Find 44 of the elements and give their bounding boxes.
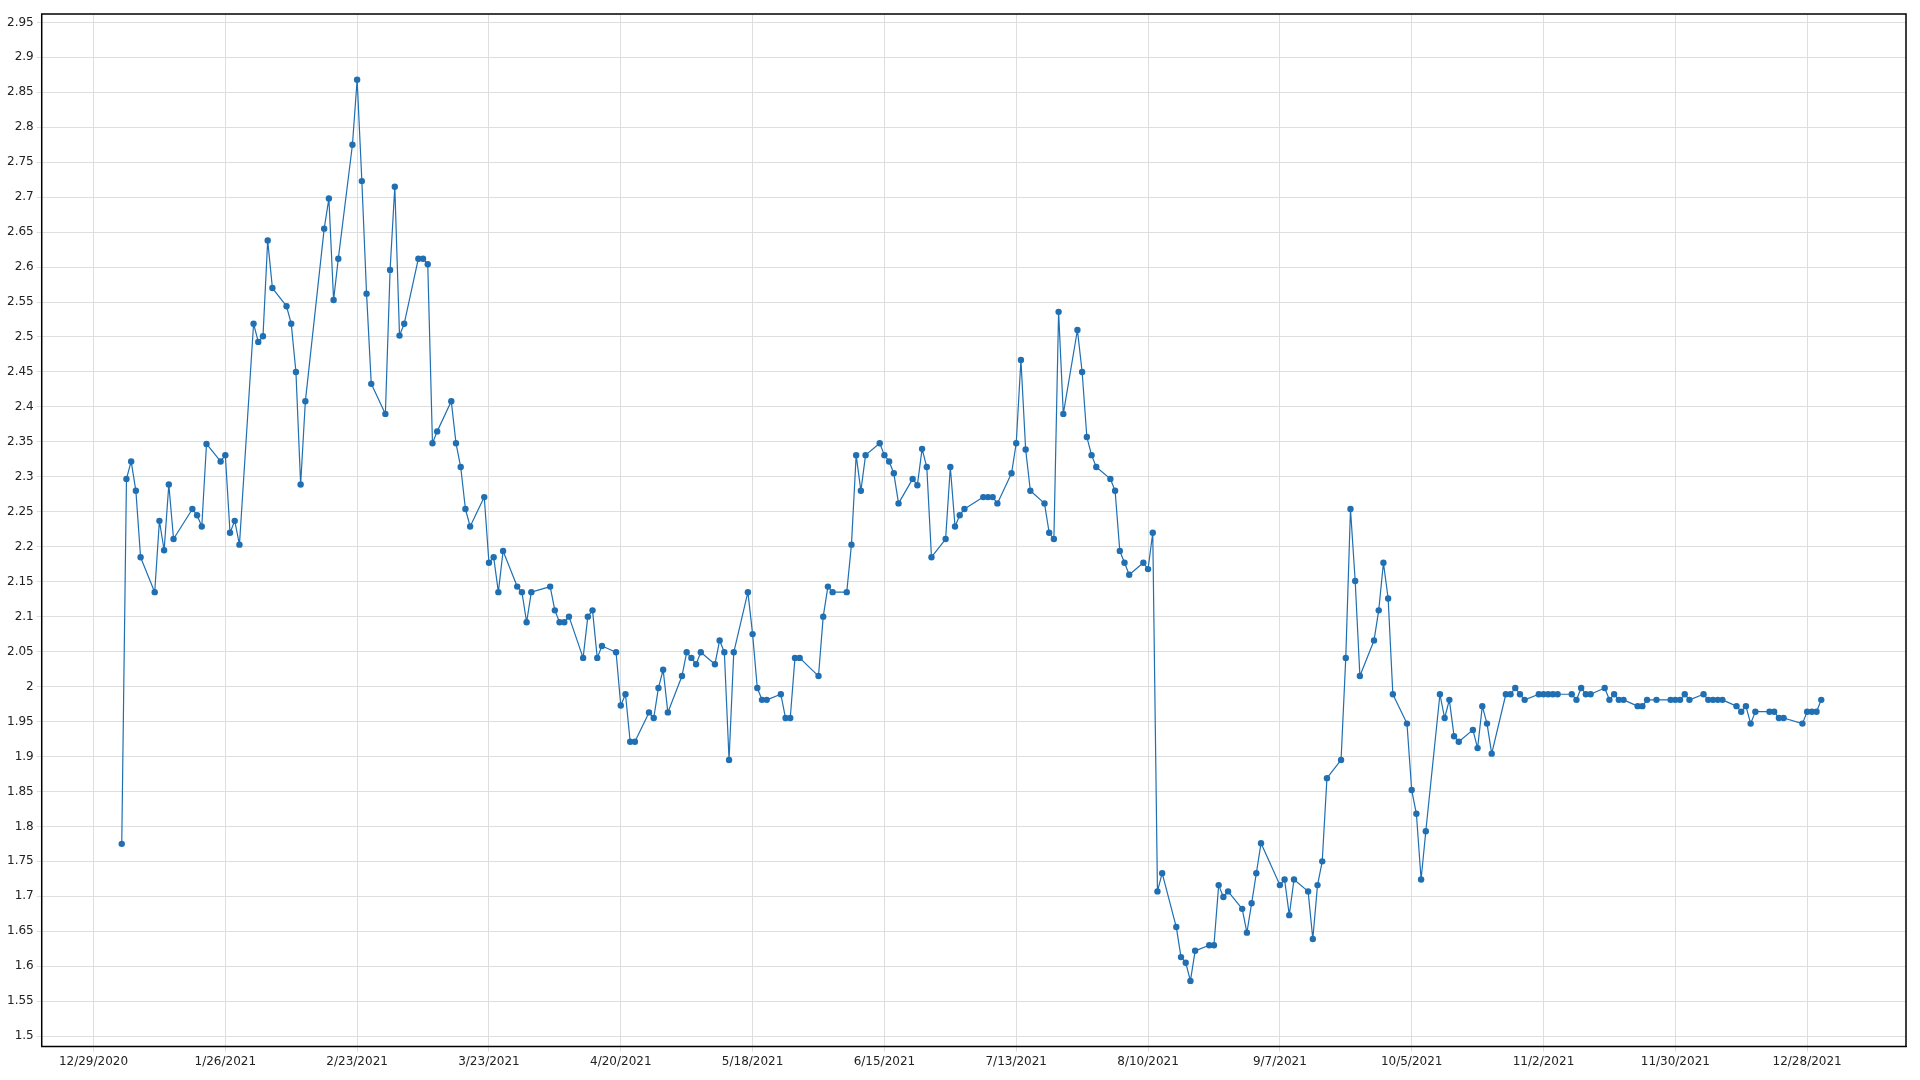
y-tick-label: 2.9 (14, 49, 34, 64)
x-tick-label: 1/26/2021 (194, 1053, 257, 1068)
y-tick-label: 1.5 (14, 1028, 34, 1043)
x-tick-label: 6/15/2021 (853, 1053, 916, 1068)
y-tick-label: 2.85 (7, 84, 34, 99)
y-tick-label: 2.7 (14, 189, 34, 204)
x-tick-label: 7/13/2021 (985, 1053, 1047, 1068)
y-tick-label: 2.55 (7, 294, 34, 309)
y-tick-label: 1.65 (7, 923, 34, 938)
y-tick-label: 2.25 (7, 503, 34, 518)
y-tick-label: 2.6 (14, 259, 34, 274)
y-tick-label: 2.05 (7, 643, 34, 658)
y-tick-label: 1.7 (14, 888, 34, 903)
x-tick-label: 2/23/2021 (326, 1053, 388, 1068)
x-tick-label: 12/28/2021 (1772, 1053, 1842, 1068)
y-tick-label: 2.75 (7, 154, 34, 169)
x-tick-label: 11/2/2021 (1512, 1053, 1575, 1068)
y-tick-label: 2.2 (14, 538, 34, 553)
x-tick-label: 5/18/2021 (721, 1053, 784, 1068)
y-tick-label: 2.35 (7, 433, 34, 448)
y-tick-label: 2.8 (14, 119, 34, 134)
y-tick-label: 2.5 (14, 329, 34, 344)
y-tick-label: 2.95 (7, 14, 34, 29)
x-tick-label: 12/29/2020 (58, 1053, 129, 1068)
x-tick-label: 11/30/2021 (1640, 1053, 1710, 1068)
x-tick-label: 9/7/2021 (1252, 1053, 1307, 1068)
y-tick-label: 1.9 (14, 748, 34, 763)
y-tick-label: 1.6 (14, 958, 34, 973)
y-tick-label: 1.85 (7, 783, 34, 798)
y-tick-label: 2.45 (7, 364, 34, 379)
y-tick-label: 2.15 (7, 573, 34, 588)
y-tick-label: 2.3 (14, 468, 34, 483)
y-tick-label: 2.65 (7, 224, 34, 239)
x-tick-label: 3/23/2021 (458, 1053, 520, 1068)
y-tick-label: 1.8 (14, 818, 34, 833)
x-tick-label: 10/5/2021 (1380, 1053, 1443, 1068)
x-tick-label: 8/10/2021 (1117, 1053, 1179, 1068)
y-tick-label: 2 (26, 678, 34, 693)
x-tick-label: 4/20/2021 (590, 1053, 652, 1068)
y-tick-label: 2.4 (14, 399, 34, 414)
y-tick-label: 2.1 (14, 608, 34, 623)
y-tick-label: 1.75 (7, 853, 34, 868)
y-tick-label: 1.55 (7, 993, 34, 1008)
y-tick-label: 1.95 (7, 713, 34, 728)
